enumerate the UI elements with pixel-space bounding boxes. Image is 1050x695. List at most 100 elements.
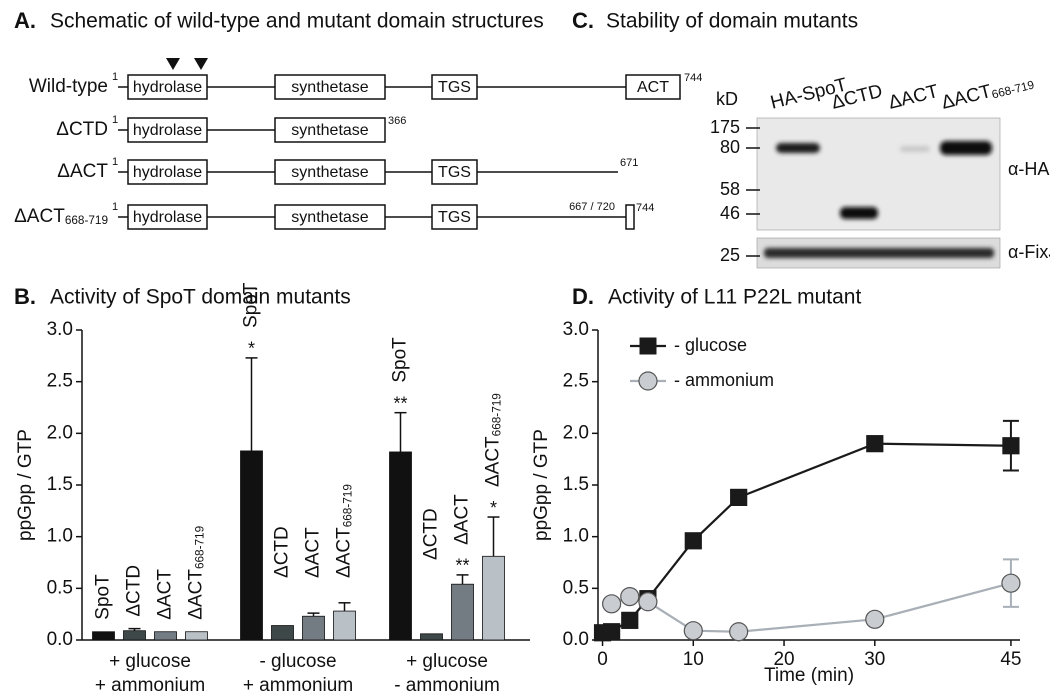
bar-label-main: ΔACT [452, 494, 473, 545]
antibody-label: α-FixJ [1008, 242, 1050, 262]
residue-end: 366 [388, 115, 406, 127]
domain-box [127, 204, 208, 230]
row-label-sub: 668-719 [65, 214, 108, 227]
domain-box [625, 204, 635, 230]
x-tick-label: + glucose [109, 651, 191, 672]
lane-label: ΔACT668-719 [939, 71, 1035, 114]
point [729, 622, 749, 642]
point [1001, 573, 1021, 593]
row-label-main: ΔACT [14, 206, 65, 227]
panel-title: Activity of L11 P22L mutant [608, 286, 861, 309]
point [684, 532, 702, 550]
bar-label: ΔACT668-719 [334, 484, 355, 578]
domain-label: hydrolase [133, 122, 202, 139]
panel-title: Schematic of wild-type and mutant domain… [50, 10, 544, 33]
bar-label: ΔACT [155, 569, 176, 620]
bar-label-main: ΔACT [334, 527, 355, 578]
domain-label: hydrolase [133, 79, 202, 96]
panel-letter: B. [14, 284, 36, 309]
legend-label: - glucose [674, 335, 747, 355]
y-tick-label: 0.0 [563, 629, 589, 650]
lane-label-main: ΔACT [886, 81, 941, 114]
row-label-main: Wild-type [29, 76, 108, 97]
y-tick-label: 2.0 [563, 422, 589, 443]
bar-label-sub: 668-719 [194, 526, 207, 569]
panel-letter: C. [572, 8, 594, 33]
domain-label: synthetase [291, 164, 368, 181]
lane-label: ΔACT [886, 81, 941, 114]
bar-label: SpoT [241, 282, 262, 328]
x-tick-label: 10 [683, 649, 704, 670]
domain-box [625, 74, 681, 100]
band [840, 207, 878, 219]
bar-label: ΔACT668-719 [483, 393, 504, 487]
domain-box [127, 159, 208, 185]
bar-label: ΔACT [452, 494, 473, 545]
domain-label: hydrolase [133, 209, 202, 226]
bar-label: ΔCTD [272, 526, 293, 578]
legend-label: - ammonium [674, 370, 774, 390]
legend-marker [638, 371, 658, 391]
bar-label-main: ΔCTD [272, 526, 293, 578]
junction-label: 667 / 720 [569, 201, 615, 213]
residue-end: 744 [684, 72, 702, 84]
point [1002, 437, 1020, 455]
bar-label-main: ΔACT [155, 569, 176, 620]
bar-label-main: ΔACT [186, 569, 207, 620]
y-tick-label: 0.0 [47, 629, 73, 650]
marker-label: 58 [720, 179, 740, 199]
bar-label-main: ΔACT [483, 436, 504, 487]
bar [271, 625, 294, 641]
x-tick-label: + glucose [406, 651, 488, 672]
y-tick-label: 0.5 [563, 577, 589, 598]
point [620, 586, 640, 607]
x-tick-label: 45 [1000, 649, 1021, 670]
row-label: Wild-type [29, 76, 108, 97]
series-line [602, 442, 1011, 634]
domain-label: TGS [438, 79, 471, 96]
bar [240, 450, 263, 641]
point [638, 592, 658, 612]
domain-box [127, 117, 208, 143]
bar-label: ΔCTD [124, 565, 145, 617]
domain-box [274, 117, 386, 143]
significance: ** [455, 556, 469, 576]
marker-label: 25 [720, 245, 740, 265]
panel-title: Stability of domain mutants [606, 10, 858, 33]
bar [482, 555, 505, 641]
legend-marker [639, 337, 657, 355]
bar-label-sub: 668-719 [342, 484, 355, 527]
bar-label: ΔACT [303, 527, 324, 578]
bar-label-main: SpoT [93, 574, 114, 620]
bar-label-main: ΔACT [303, 527, 324, 578]
marker-label: 80 [720, 137, 740, 157]
series-line [611, 582, 1012, 633]
panel-letter: A. [14, 8, 36, 33]
x-tick-label: + ammonium [243, 675, 353, 695]
bar [154, 631, 177, 641]
y-tick-label: 2.5 [47, 371, 73, 392]
bar-label: SpoT [93, 574, 114, 620]
y-axis-label: ppGpp / GTP [531, 429, 552, 541]
x-tick-label: 30 [864, 649, 885, 670]
row-label: ΔACT668-719 [14, 206, 108, 227]
residue-start: 1 [112, 114, 118, 126]
bar [302, 615, 325, 641]
row-label: ΔACT [57, 161, 108, 182]
y-tick-label: 1.5 [47, 474, 73, 495]
bar [333, 610, 356, 641]
y-tick-label: 1.5 [563, 474, 589, 495]
unit-label: kD [716, 89, 738, 109]
domain-box [431, 74, 478, 100]
lane-label-main: ΔACT [939, 81, 994, 114]
residue-end: 744 [636, 202, 654, 214]
band [940, 141, 992, 155]
residue-end: 671 [620, 157, 638, 169]
domain-label: TGS [438, 209, 471, 226]
bar [451, 583, 474, 641]
significance: ** [393, 393, 407, 413]
bar [185, 631, 208, 641]
y-tick-label: 0.5 [47, 577, 73, 598]
y-tick-label: 1.0 [563, 526, 589, 547]
